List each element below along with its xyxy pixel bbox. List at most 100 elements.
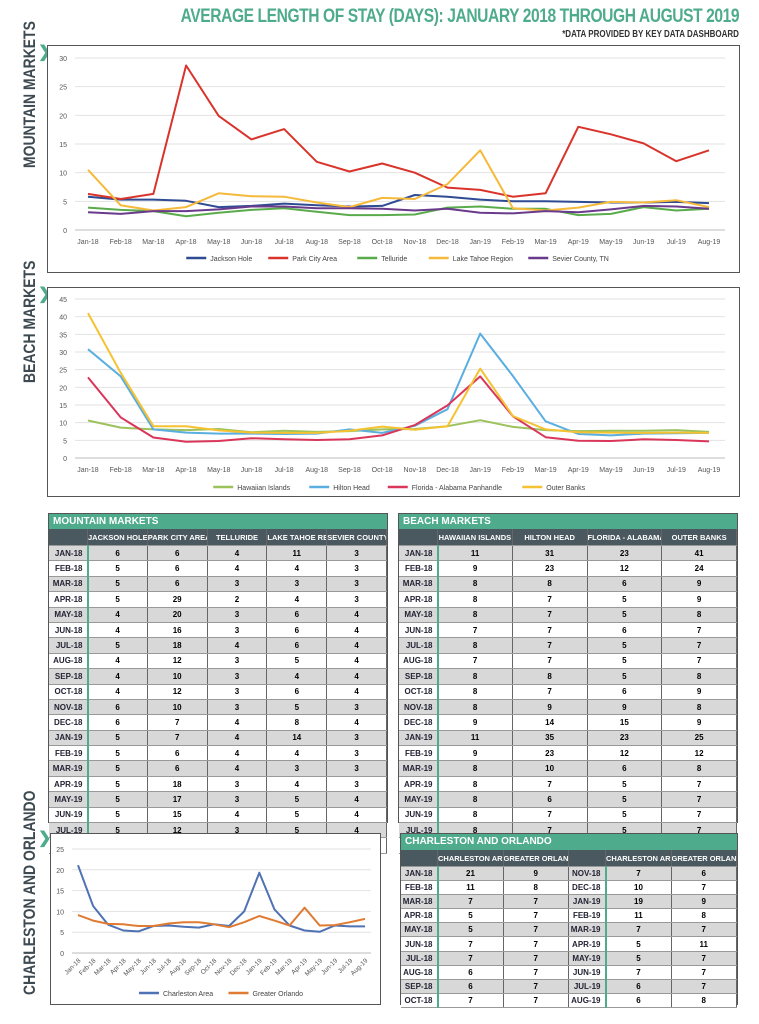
row-label: JUN-18 (401, 936, 439, 952)
y-tick-label: 5 (63, 438, 67, 445)
table-cell: 4 (326, 684, 387, 700)
table-cell: 5 (266, 699, 328, 716)
row-label: AUG-19 (568, 993, 607, 1008)
x-tick-label: Aug-19 (698, 239, 721, 246)
column-header: FLORIDA - ALABAMA PANHANDLE (587, 529, 663, 546)
table-cell: 8 (661, 760, 737, 777)
row-label: AUG-18 (399, 653, 439, 670)
x-tick-label: Mar-18 (93, 957, 113, 977)
table-cell: 7 (661, 776, 737, 793)
table-cell: 12 (661, 745, 737, 762)
table-row: OCT-18 7 7 AUG-19 6 8 (401, 993, 737, 1008)
y-tick-label: 45 (59, 297, 67, 304)
table-cell: 7 (503, 894, 569, 910)
column-header: SEVIER COUNTY, TN (326, 529, 387, 546)
table-cell: 9 (437, 714, 513, 731)
table-cell: 4 (207, 730, 268, 747)
row-label: SEP-18 (401, 979, 439, 994)
table-cell: 8 (437, 807, 513, 824)
table-cell: 3 (207, 576, 268, 593)
x-tick-label: Aug-18 (306, 239, 329, 246)
table-cell: 6 (87, 545, 148, 562)
column-header: GREATER ORLANDO (671, 850, 737, 867)
x-tick-label: May-19 (599, 239, 622, 246)
table-cell: 7 (661, 807, 737, 824)
x-tick-label: Sep-18 (338, 239, 361, 246)
table-cell: 9 (512, 699, 588, 716)
y-tick-label: 25 (59, 368, 67, 375)
row-label: FEB-18 (399, 560, 439, 577)
table-cell: 7 (661, 653, 737, 670)
table-row: JUN-18 4 16 3 6 4 (49, 622, 387, 639)
charleston-table-grid: CHARLESTON AREAGREATER ORLANDOCHARLESTON… (401, 850, 737, 1008)
row-label: FEB-19 (399, 745, 439, 762)
x-tick-label: Feb-19 (502, 239, 524, 246)
table-row: MAR-19 8 10 6 8 (399, 760, 737, 777)
section-label-mountain: MOUNTAIN MARKETS (20, 21, 39, 168)
table-cell: 7 (437, 653, 513, 670)
x-tick-label: May-18 (207, 467, 230, 474)
table-cell: 7 (437, 951, 504, 966)
y-tick-label: 15 (59, 142, 67, 149)
x-tick-label: Jan-18 (77, 239, 99, 246)
x-tick-label: Dec-18 (436, 467, 459, 474)
table-cell: 8 (437, 576, 513, 593)
column-header (568, 850, 606, 867)
table-cell: 7 (512, 637, 588, 654)
table-cell: 9 (587, 699, 663, 716)
page-title: AVERAGE LENGTH OF STAY (DAYS): JANUARY 2… (180, 6, 739, 27)
series-line-outer-banks (87, 312, 710, 434)
table-row: NOV-18 8 9 9 8 (399, 699, 737, 716)
table-cell: 4 (326, 714, 387, 731)
mountain-table: MOUNTAIN MARKETS JACKSON HOLE PARK CITY A… (48, 513, 388, 854)
x-tick-label: Mar-19 (534, 467, 556, 474)
row-label: OCT-18 (49, 684, 89, 700)
table-cell: 7 (503, 908, 569, 924)
y-tick-label: 20 (59, 385, 67, 392)
row-label: MAY-19 (399, 791, 439, 808)
row-label: APR-18 (399, 591, 439, 608)
column-header: TELLURIDE (207, 529, 268, 546)
table-cell: 5 (266, 807, 328, 824)
table-row: APR-18 5 7 FEB-19 11 8 (401, 908, 737, 924)
table-row: MAR-18 8 8 6 9 (399, 576, 737, 593)
table-cell: 7 (512, 591, 588, 608)
table-cell: 10 (605, 880, 672, 896)
table-cell: 9 (437, 745, 513, 762)
table-row: SEP-18 6 7 JUL-19 6 7 (401, 979, 737, 994)
table-cell: 6 (512, 791, 588, 808)
table-cell: 8 (661, 699, 737, 716)
table-cell: 11 (266, 545, 328, 562)
table-cell: 7 (437, 622, 513, 639)
x-tick-label: Feb-19 (502, 467, 524, 474)
table-cell: 5 (87, 807, 148, 824)
table-cell: 5 (87, 730, 148, 747)
table-cell: 12 (587, 745, 663, 762)
table-row: MAR-19 5 6 4 3 3 (49, 760, 387, 777)
x-tick-label: Oct-18 (372, 239, 393, 246)
table-cell: 5 (587, 653, 663, 670)
table-cell: 7 (503, 922, 569, 938)
table-cell: 15 (587, 714, 663, 731)
x-tick-label: Dec-18 (229, 957, 249, 977)
legend-label: Lake Tahoe Region (453, 256, 513, 263)
column-header: HAWAIIAN ISLANDS (437, 529, 513, 546)
table-cell: 7 (147, 714, 208, 731)
table-cell: 25 (661, 730, 737, 747)
row-label: JUL-18 (49, 637, 89, 654)
table-row: JUL-18 8 7 5 7 (399, 637, 737, 654)
table-row: JUL-18 5 18 4 6 4 (49, 637, 387, 654)
table-row: DEC-18 6 7 4 8 4 (49, 714, 387, 731)
x-tick-label: Nov-18 (404, 239, 427, 246)
table-cell: 3 (326, 745, 387, 762)
row-label: MAY-19 (49, 791, 89, 808)
table-cell: 10 (147, 699, 208, 716)
table-cell: 8 (671, 993, 737, 1008)
row-label: MAR-18 (49, 576, 89, 593)
table-cell: 21 (437, 866, 504, 882)
table-cell: 6 (147, 576, 208, 593)
x-tick-label: Feb-18 (110, 467, 132, 474)
table-cell: 5 (587, 637, 663, 654)
table-cell: 8 (512, 576, 588, 593)
row-label: JAN-19 (568, 894, 607, 910)
